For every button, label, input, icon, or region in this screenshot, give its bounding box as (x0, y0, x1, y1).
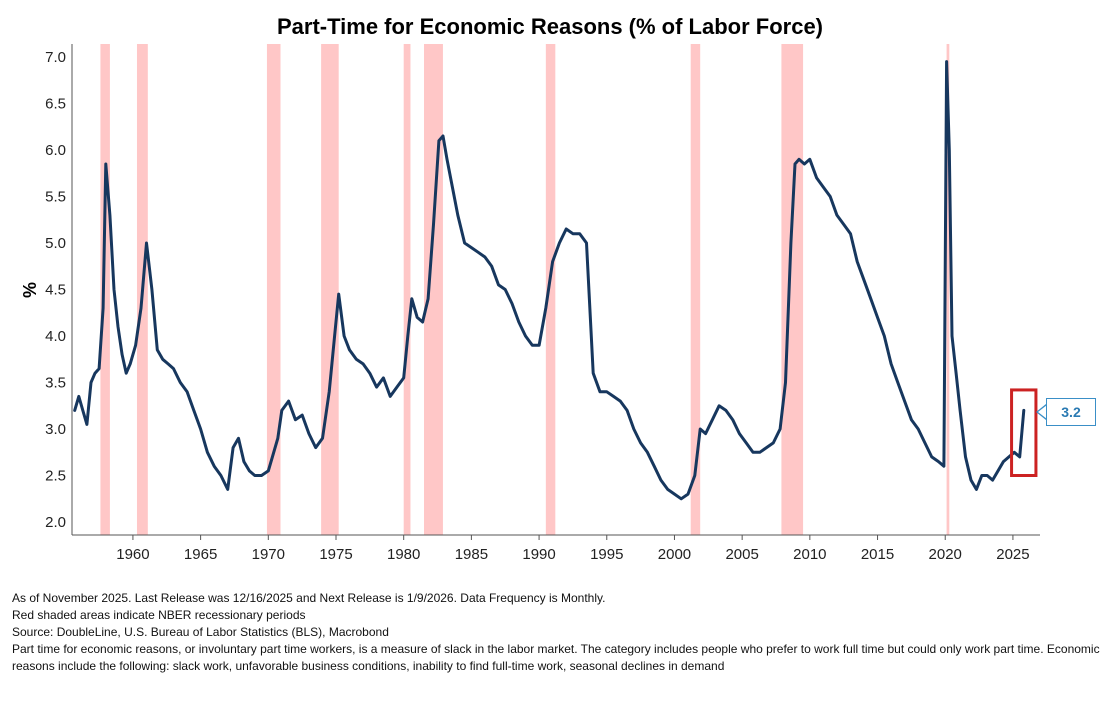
y-tick-label-0: 2.0 (45, 514, 66, 531)
chart-title: Part-Time for Economic Reasons (% of Lab… (276, 14, 824, 39)
latest-value-highlight-box (1010, 388, 1038, 477)
tick-labels: 2.0 2.5 3.0 3.5 4.0 4.5 5.0 5.5 6.0 6.5 7.0 1960 196… (45, 49, 1029, 563)
x-tick-label-2: 1970 (252, 546, 285, 563)
recession-band-3 (321, 44, 339, 535)
x-tick-label-12: 2020 (929, 546, 962, 563)
y-tick-label-1: 2.5 (45, 468, 66, 485)
x-tick-label-5: 1985 (455, 546, 488, 563)
y-tick-label-4: 4.0 (45, 328, 66, 345)
y-tick-label-8: 6.0 (45, 142, 66, 159)
x-tick-label-13: 2025 (996, 546, 1029, 563)
x-tick-label-11: 2015 (861, 546, 894, 563)
footnote-definition: Part time for economic reasons, or invol… (12, 642, 1100, 673)
x-tick-label-4: 1980 (387, 546, 420, 563)
y-tick-label-10: 7.0 (45, 49, 66, 66)
recession-band-5 (424, 44, 443, 535)
recession-bands (100, 44, 950, 535)
recession-band-0 (100, 44, 110, 535)
recession-band-4 (403, 44, 411, 535)
line-chart: 2.0 2.5 3.0 3.5 4.0 4.5 5.0 5.5 6.0 6.5 7.0 1960 196… (20, 44, 1040, 563)
series-lines (73, 60, 1026, 501)
y-tick-label-9: 6.5 (45, 96, 66, 113)
y-tick-label-7: 5.5 (45, 189, 66, 206)
callout-pointer-fill (1038, 405, 1047, 419)
x-tick-label-7: 1995 (590, 546, 623, 563)
footnotes: As of November 2025. Last Release was 12… (12, 590, 1102, 675)
recession-band-7 (690, 44, 701, 535)
recession-band-8 (781, 44, 804, 535)
x-tick-label-0: 1960 (116, 546, 149, 563)
x-tick-label-6: 1990 (522, 546, 555, 563)
footnote-source: Source: DoubleLine, U.S. Bureau of Labor… (12, 625, 389, 639)
y-tick-label-3: 3.5 (45, 375, 66, 392)
series-line-0 (73, 60, 1026, 501)
x-tick-label-8: 2000 (658, 546, 691, 563)
highlight-box-layer (1010, 388, 1038, 477)
x-tick-label-3: 1975 (319, 546, 352, 563)
x-tick-label-1: 1965 (184, 546, 217, 563)
footnote-release-info: As of November 2025. Last Release was 12… (12, 591, 606, 605)
y-tick-label-5: 4.5 (45, 282, 66, 299)
recession-band-6 (545, 44, 556, 535)
y-axis-label: % (20, 282, 40, 298)
recession-band-9 (946, 44, 950, 535)
recession-band-2 (266, 44, 281, 535)
footnote-recession-note: Red shaded areas indicate NBER recession… (12, 608, 306, 622)
latest-value-callout: 3.2 (1046, 398, 1096, 426)
x-tick-label-10: 2010 (793, 546, 826, 563)
y-tick-label-2: 3.0 (45, 421, 66, 438)
x-tick-label-9: 2005 (725, 546, 758, 563)
y-tick-label-6: 5.0 (45, 235, 66, 252)
axes (71, 44, 1040, 536)
